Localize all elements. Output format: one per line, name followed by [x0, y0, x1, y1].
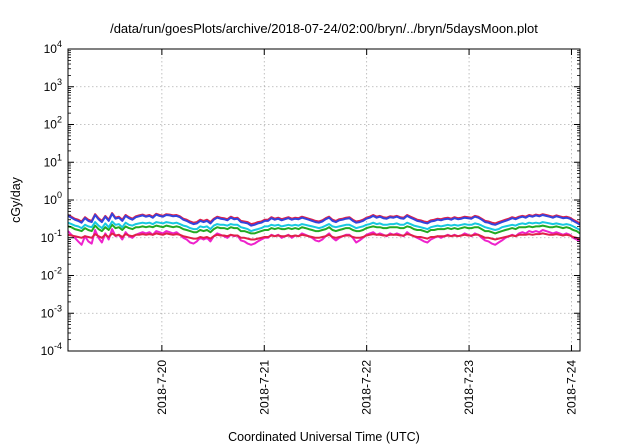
y-tick-label: 101 [44, 152, 62, 169]
y-tick-label: 100 [44, 190, 62, 207]
x-axis-label: Coordinated Universal Time (UTC) [228, 430, 420, 444]
x-tick-label: 2018-7-21 [257, 360, 271, 415]
series-line-2 [67, 212, 581, 227]
series-layer [67, 212, 581, 246]
y-tick-label: 10-4 [41, 341, 62, 358]
y-tick-label: 10-2 [41, 266, 62, 283]
x-tick-label: 2018-7-23 [462, 360, 476, 415]
y-tick-label: 104 [44, 39, 62, 56]
series-line-4 [67, 223, 581, 235]
y-axis-label: cGy/day [9, 176, 23, 223]
x-tick-label: 2018-7-20 [155, 360, 169, 415]
y-tick-label: 10-1 [41, 228, 62, 245]
grid [68, 49, 580, 351]
y-tick-label: 103 [44, 77, 62, 94]
series-line-3 [67, 220, 581, 233]
y-tick-label: 102 [44, 115, 62, 132]
chart-title: /data/run/goesPlots/archive/2018-07-24/0… [110, 21, 538, 36]
axes: 10-4 10-3 10-2 10-1 100 101 102 103 104 2018-7-20… [41, 39, 580, 415]
series-line-6 [67, 232, 581, 241]
y-tick-label: 10-3 [41, 303, 62, 320]
x-tick-label: 2018-7-24 [564, 360, 578, 415]
x-tick-label: 2018-7-22 [360, 360, 374, 415]
